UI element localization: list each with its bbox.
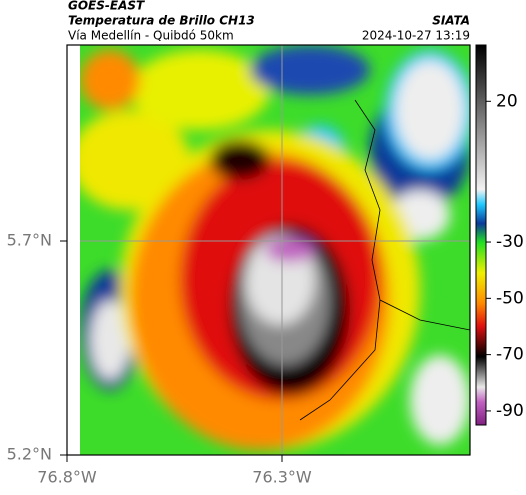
colorbar-tick-label: -30 (496, 232, 524, 252)
satellite-image (80, 45, 470, 455)
colorbar-tick-label: -50 (496, 288, 524, 308)
colorbar-tick-label: -70 (496, 345, 524, 365)
lat-label: 5.2°N (7, 445, 52, 464)
source: GOES-EAST (68, 0, 145, 13)
lon-label: 76.3°W (252, 468, 312, 487)
lat-label: 5.7°N (7, 231, 52, 250)
lon-label: 76.8°W (37, 468, 97, 487)
map-frame (66, 44, 471, 456)
colorbar (475, 44, 487, 426)
timestamp: 2024-10-27 13:19 (362, 29, 470, 43)
title: Temperatura de Brillo CH13 (68, 14, 255, 28)
org: SIATA (432, 14, 470, 28)
colorbar-tick-label: -90 (496, 401, 524, 421)
colorbar-tick-label: 20 (496, 91, 518, 111)
subtitle: Vía Medellín - Quibdó 50km (68, 29, 234, 43)
